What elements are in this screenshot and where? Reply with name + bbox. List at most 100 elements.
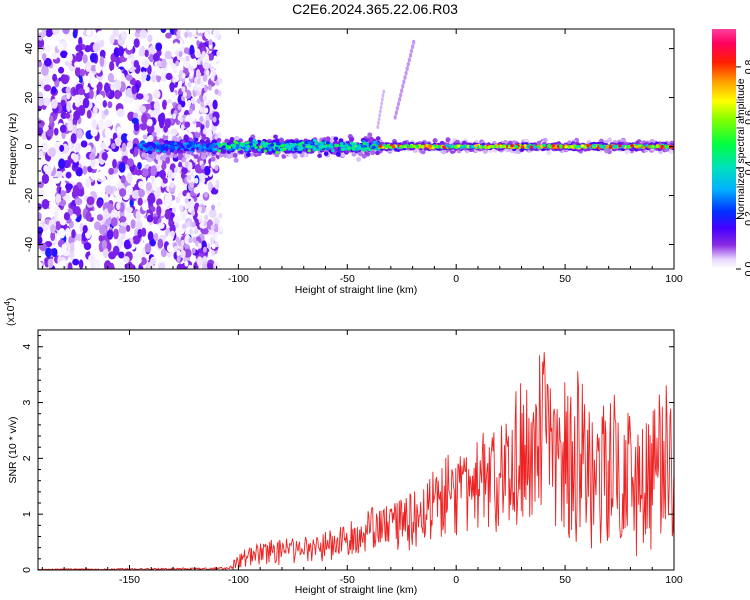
spectrogram-cell <box>62 29 70 35</box>
spectrogram-cell <box>286 140 290 144</box>
spectrogram-cell <box>107 101 113 109</box>
spectrogram-cell <box>156 198 163 207</box>
spectrogram-cell <box>193 153 199 159</box>
spectrogram-cell <box>41 198 50 210</box>
spectrogram-cell <box>215 32 220 39</box>
spectrogram-cell <box>141 93 149 101</box>
spectrogram-cell <box>133 156 139 163</box>
snr-ytick-label: 3 <box>21 399 33 405</box>
spectrogram-cell <box>42 97 51 107</box>
spectrogram-cell <box>173 42 180 50</box>
spectrogram-cell <box>184 32 189 38</box>
spectrogram-cell <box>184 121 191 128</box>
spectrogram-cell <box>151 152 157 157</box>
spectrogram-cell <box>126 133 133 142</box>
spectrogram-cell <box>109 34 115 45</box>
spectrogram-cell <box>72 76 80 84</box>
spectrogram-cell <box>123 239 131 250</box>
spectrogram-cell <box>182 223 187 230</box>
spectrogram-cell <box>97 171 105 180</box>
spectrogram-cell <box>79 68 86 77</box>
spectrogram-cell <box>106 153 114 164</box>
spectrogram-cell <box>72 184 80 196</box>
spectrogram-cell <box>330 145 334 149</box>
spectrogram-cell <box>599 144 604 149</box>
spectrogram-cell <box>205 33 210 39</box>
snr-xtick-label: 50 <box>559 574 571 586</box>
spectrogram-frame <box>37 28 675 270</box>
spectrogram-ytick-label: 40 <box>23 43 35 55</box>
spectrogram-cell <box>70 133 77 144</box>
spectrogram-cell <box>110 209 119 220</box>
spectrogram-cell <box>77 88 86 96</box>
spectrogram-cell <box>277 142 281 146</box>
spectrogram-cell <box>415 144 420 148</box>
spectrogram-cell <box>179 116 184 123</box>
spectrogram-cell <box>56 149 63 161</box>
spectrogram-cell <box>203 85 208 92</box>
spectrogram-cell <box>217 149 222 153</box>
spectrogram-cell <box>212 99 218 110</box>
spectrogram-cell <box>172 76 177 83</box>
spectrogram-cell <box>295 140 299 144</box>
spectrogram-cell <box>134 169 143 176</box>
spectrogram-cell <box>216 142 220 146</box>
spectrogram-cell <box>121 30 127 41</box>
spectrogram-cell <box>318 144 322 149</box>
spectrogram-cell <box>163 125 168 133</box>
spectrogram-cell <box>375 141 379 146</box>
spectrogram-cell <box>186 192 191 199</box>
spectrogram-cell <box>187 174 192 181</box>
spectrogram-cell <box>635 145 639 149</box>
spectrogram-cell <box>118 161 126 173</box>
spectrogram-cell <box>300 141 305 145</box>
spectrogram-cell <box>50 199 57 209</box>
spectrogram-cell <box>338 138 344 143</box>
spectrogram-cell <box>125 206 133 213</box>
spectrogram-cell <box>209 149 213 153</box>
spectrogram-cell <box>85 211 92 222</box>
spectrogram-cell <box>126 41 134 51</box>
spectrogram-cell <box>69 241 75 253</box>
spectrogram-cell <box>400 145 404 149</box>
spectrogram-cell <box>210 229 215 236</box>
spectrogram-cell <box>461 140 467 146</box>
spectrogram-cell <box>325 147 330 151</box>
spectrogram-cell <box>165 155 171 165</box>
spectrogram-cell <box>183 47 190 54</box>
spectrogram-cell <box>122 256 130 263</box>
spectrogram-cell <box>178 80 183 87</box>
snr-scale-exponent: 4 <box>3 301 12 306</box>
spectrogram-cell <box>59 124 67 133</box>
snr-xtick-label: 0 <box>453 574 459 586</box>
spectrogram-cell <box>74 61 82 68</box>
spectrogram-cell <box>660 144 664 149</box>
snr-ytick-label: 2 <box>21 455 33 461</box>
spectrogram-cell <box>323 144 328 149</box>
spectrogram-cell <box>487 145 492 149</box>
colorbar-tick-label: 0.6 <box>743 110 750 125</box>
spectrogram-cell <box>205 69 210 76</box>
spectrogram-cell <box>605 145 609 149</box>
spectrogram-cell <box>214 88 219 95</box>
snr-xtick-label: -100 <box>228 574 249 586</box>
spectrogram-cell <box>351 147 356 151</box>
spectrogram-cell <box>100 142 107 151</box>
spectrogram-cell <box>54 209 59 221</box>
spectrogram-cell <box>60 99 66 107</box>
spectrogram-cell <box>208 39 213 46</box>
spectrogram-cell <box>147 118 153 127</box>
spectrogram-cell <box>263 149 268 153</box>
spectrogram-cell <box>182 91 187 98</box>
spectrogram-cell <box>112 245 120 256</box>
spectrogram-cell <box>45 29 53 38</box>
spectrogram-cell <box>132 235 141 245</box>
spectrogram-cell <box>224 138 230 144</box>
spectrogram-cell <box>58 260 67 268</box>
spectrogram-cell <box>336 151 341 156</box>
spectrogram-cell <box>441 149 447 155</box>
spectrogram-cell <box>153 89 161 99</box>
snr-xtick-label: -150 <box>119 574 140 586</box>
spectrogram-cell <box>64 112 71 119</box>
spectrogram-cell <box>78 155 86 166</box>
